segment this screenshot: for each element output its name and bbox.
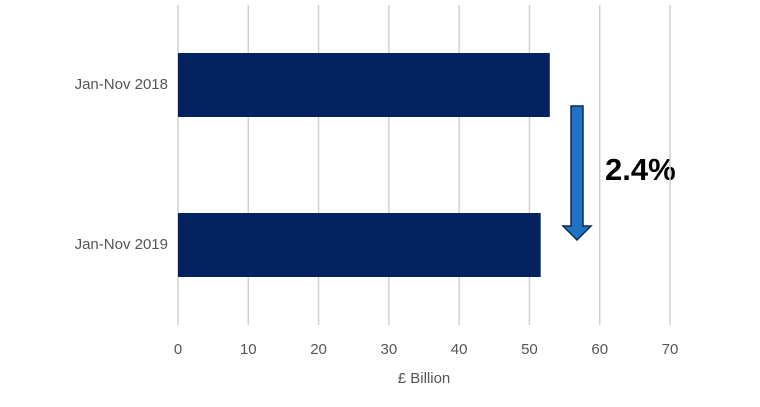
decrease-arrow [561, 105, 593, 242]
y-tick-label: Jan-Nov 2019 [75, 236, 168, 253]
x-tick-label: 40 [451, 341, 468, 358]
x-tick-label: 60 [591, 341, 608, 358]
x-tick-label: 20 [310, 341, 327, 358]
x-tick-label: 10 [240, 341, 257, 358]
x-tick-label: 50 [521, 341, 538, 358]
bar [178, 213, 541, 277]
x-tick-label: 30 [381, 341, 398, 358]
x-axis-label: £ Billion [398, 370, 451, 387]
y-tick-label: Jan-Nov 2018 [75, 76, 168, 93]
x-tick-label: 0 [174, 341, 182, 358]
annotation: 2.4% [605, 152, 676, 187]
bar [178, 53, 550, 117]
x-tick-label: 70 [662, 341, 679, 358]
